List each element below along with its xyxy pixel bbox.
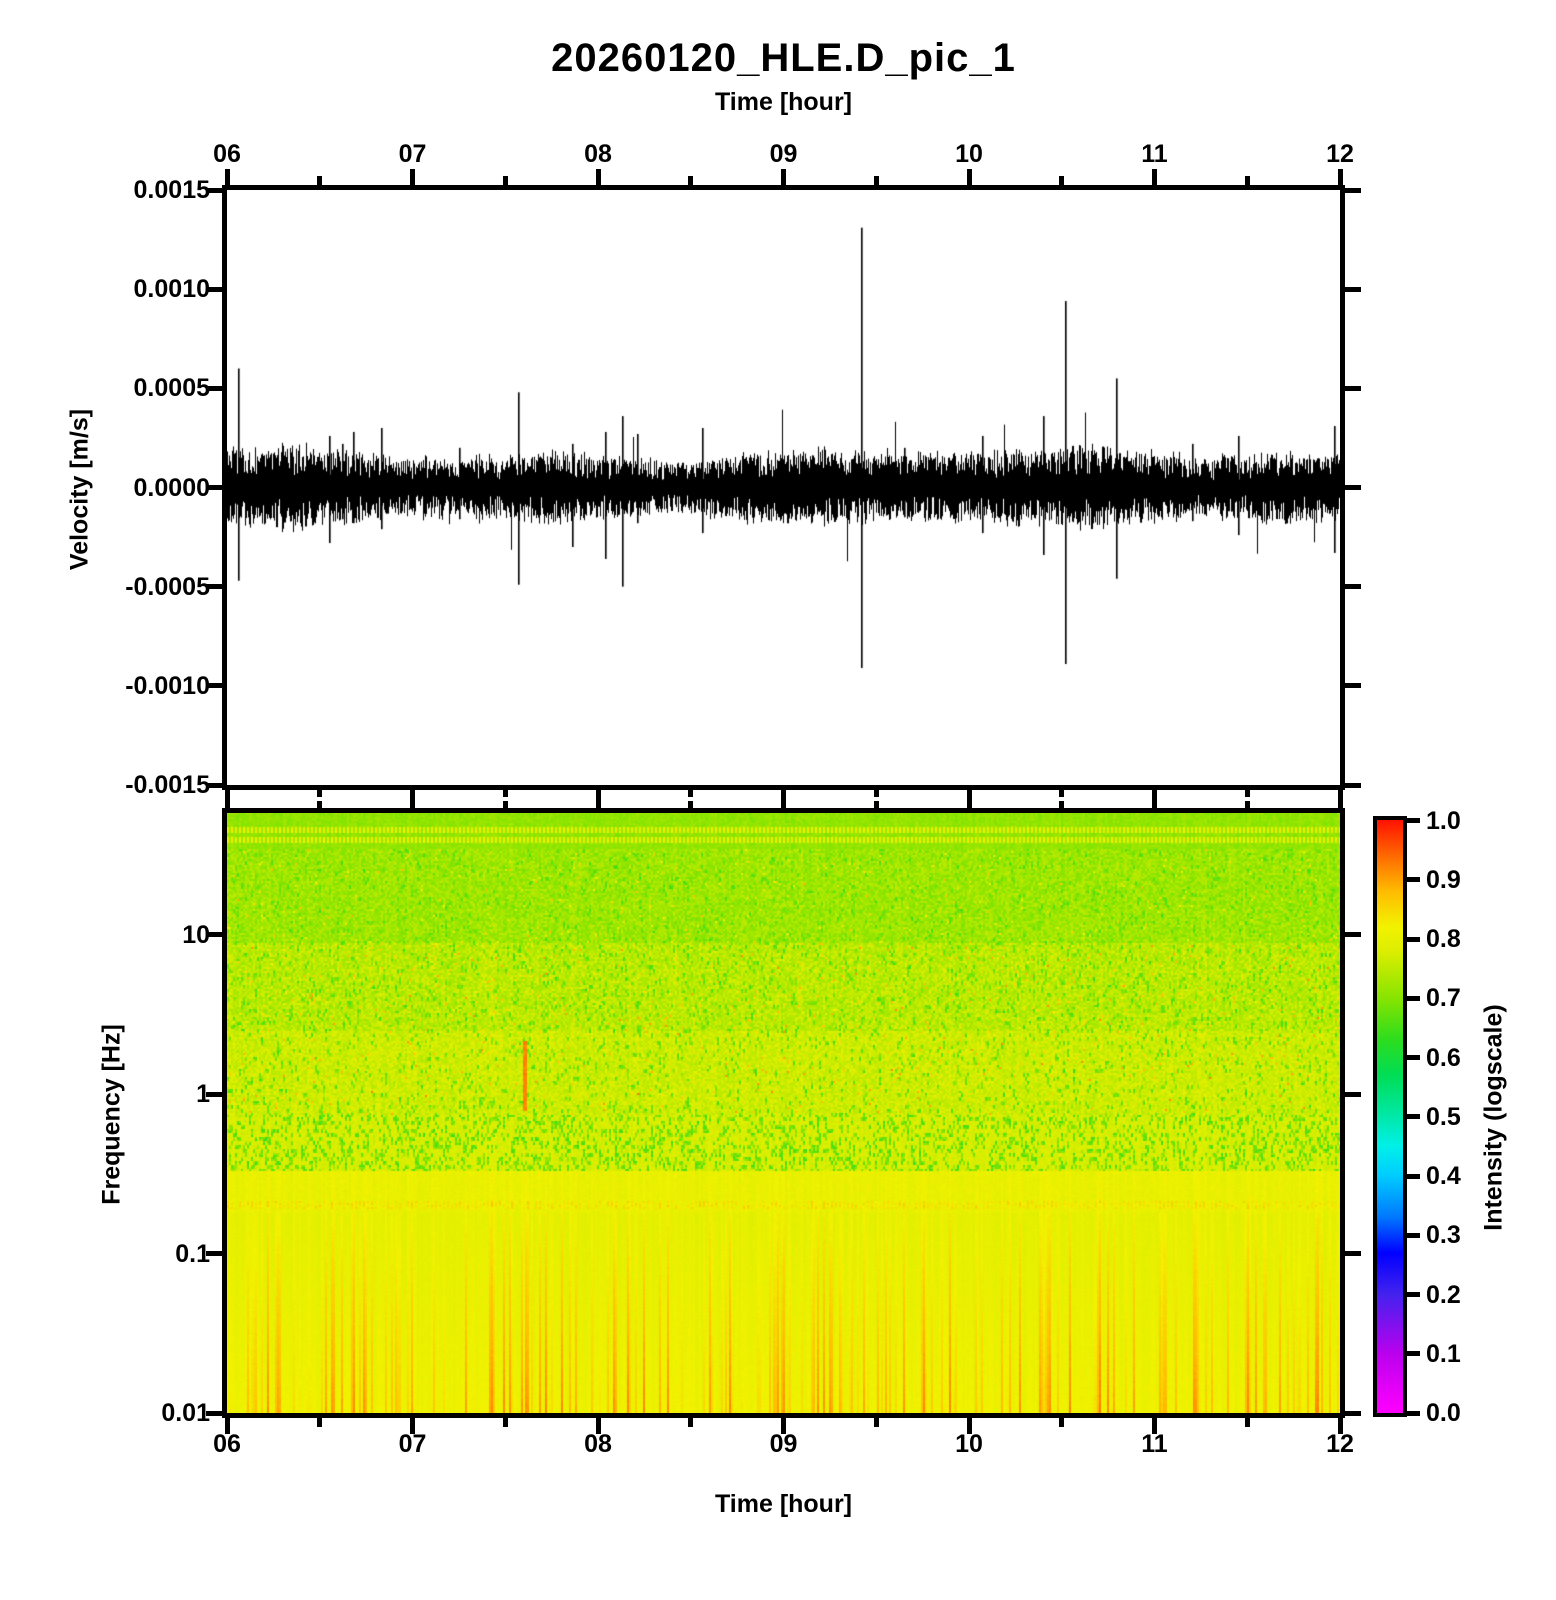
colorbar-tick-label: 0.2 — [1426, 1280, 1461, 1309]
colorbar-gradient — [1377, 820, 1403, 1413]
spectrogram-plot-frame — [222, 808, 1345, 1418]
bottom-x-tick-label: 07 — [398, 1430, 427, 1458]
spectrogram-y-tick-label: 0.1 — [175, 1239, 210, 1268]
colorbar-tick-label: 0.4 — [1426, 1162, 1461, 1190]
colorbar-tick-label: 0.0 — [1426, 1399, 1461, 1427]
waveform-y-tick-label: -0.0010 — [125, 671, 210, 700]
top-x-tick-label: 06 — [213, 140, 241, 168]
colorbar-tick-label: 0.1 — [1426, 1339, 1461, 1368]
bottom-x-tick-label: 10 — [955, 1430, 983, 1458]
top-x-tick-label: 08 — [584, 140, 612, 168]
top-x-tick-label: 09 — [769, 140, 798, 168]
spectrogram-y-tick-label: 1 — [196, 1080, 210, 1109]
colorbar-tick-label: 0.6 — [1426, 1043, 1461, 1072]
colorbar-tick-label: 0.7 — [1426, 984, 1461, 1013]
waveform-y-tick-label: 0.0005 — [133, 374, 210, 403]
spectrogram-y-tick-label: 0.01 — [161, 1399, 210, 1427]
colorbar-tick-label: 0.3 — [1426, 1221, 1461, 1250]
colorbar-tick-label: 1.0 — [1426, 806, 1461, 835]
spectrogram-heatmap-canvas — [227, 813, 1340, 1413]
waveform-y-tick-label: 0.0015 — [133, 176, 210, 204]
waveform-y-tick-label: -0.0015 — [125, 771, 210, 799]
waveform-y-tick-label: 0.0010 — [133, 275, 210, 304]
waveform-y-tick-label: -0.0005 — [125, 572, 210, 601]
bottom-x-tick-label: 06 — [213, 1430, 241, 1458]
top-x-tick-label: 11 — [1141, 140, 1168, 168]
top-x-tick-label: 10 — [955, 140, 983, 168]
top-x-tick-label: 07 — [398, 140, 427, 168]
colorbar-frame — [1373, 816, 1407, 1417]
colorbar-tick-label: 0.5 — [1426, 1102, 1461, 1131]
page-title: 20260120_HLE.D_pic_1 — [551, 36, 1016, 80]
top-x-axis-label: Time [hour] — [714, 88, 853, 116]
colorbar-tick-label: 0.9 — [1426, 865, 1461, 894]
colorbar-tick-label: 0.8 — [1426, 925, 1461, 953]
bottom-x-axis-label: Time [hour] — [714, 1490, 853, 1518]
top-x-tick-label: 12 — [1326, 140, 1354, 168]
waveform-y-tick-label: 0.0000 — [133, 473, 210, 502]
spectrogram-y-tick-label: 10 — [182, 920, 210, 949]
bottom-x-tick-label: 11 — [1141, 1430, 1168, 1458]
waveform-trace-canvas — [227, 190, 1340, 785]
waveform-plot-frame — [222, 185, 1345, 790]
bottom-x-tick-label: 09 — [769, 1430, 798, 1458]
bottom-x-tick-label: 08 — [584, 1430, 612, 1458]
bottom-x-tick-label: 12 — [1326, 1430, 1354, 1458]
